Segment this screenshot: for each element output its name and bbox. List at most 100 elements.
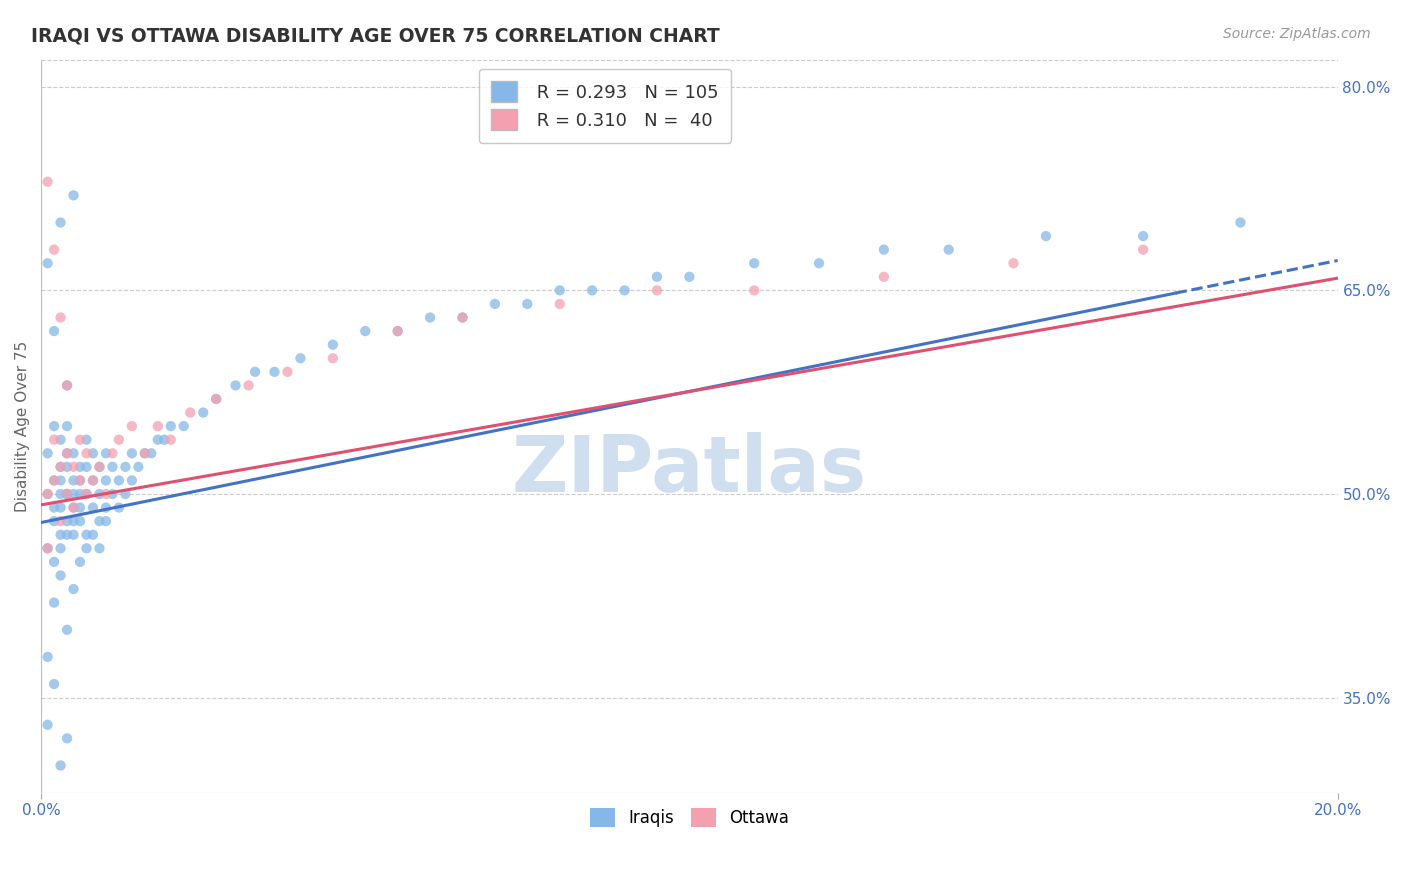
Point: [82, 474, 104, 488]
Point: [56, 459, 79, 474]
Point: [42, 243, 65, 257]
Point: [645, 284, 668, 298]
Point: [76, 541, 98, 556]
Point: [56, 527, 79, 541]
Point: [808, 256, 831, 270]
Point: [76, 433, 98, 447]
Point: [49, 459, 72, 474]
Point: [42, 419, 65, 434]
Point: [37, 541, 59, 556]
Point: [56, 378, 79, 392]
Point: [56, 731, 79, 746]
Point: [69, 433, 91, 447]
Point: [205, 392, 228, 406]
Point: [62, 500, 84, 515]
Point: [56, 487, 79, 501]
Point: [354, 324, 377, 338]
Point: [42, 433, 65, 447]
Point: [49, 758, 72, 772]
Point: [69, 474, 91, 488]
Point: [263, 365, 285, 379]
Point: [153, 433, 176, 447]
Point: [1132, 229, 1154, 244]
Point: [56, 419, 79, 434]
Point: [37, 487, 59, 501]
Legend: Iraqis, Ottawa: Iraqis, Ottawa: [582, 800, 797, 836]
Point: [82, 446, 104, 460]
Point: [49, 541, 72, 556]
Text: IRAQI VS OTTAWA DISABILITY AGE OVER 75 CORRELATION CHART: IRAQI VS OTTAWA DISABILITY AGE OVER 75 C…: [31, 27, 720, 45]
Point: [193, 406, 215, 420]
Point: [69, 555, 91, 569]
Point: [49, 459, 72, 474]
Point: [42, 500, 65, 515]
Point: [69, 487, 91, 501]
Point: [548, 297, 571, 311]
Point: [238, 378, 260, 392]
Point: [548, 284, 571, 298]
Point: [37, 487, 59, 501]
Point: [1002, 256, 1025, 270]
Point: [42, 514, 65, 528]
Text: ZIPatlas: ZIPatlas: [512, 432, 868, 508]
Text: Source: ZipAtlas.com: Source: ZipAtlas.com: [1223, 27, 1371, 41]
Point: [89, 459, 111, 474]
Point: [56, 487, 79, 501]
Point: [37, 541, 59, 556]
Point: [419, 310, 441, 325]
Point: [56, 487, 79, 501]
Point: [108, 433, 131, 447]
Point: [94, 446, 117, 460]
Point: [49, 487, 72, 501]
Point: [159, 433, 181, 447]
Point: [516, 297, 538, 311]
Point: [62, 582, 84, 596]
Point: [89, 541, 111, 556]
Point: [37, 718, 59, 732]
Point: [141, 446, 163, 460]
Point: [101, 446, 124, 460]
Point: [173, 419, 195, 434]
Point: [101, 487, 124, 501]
Point: [82, 500, 104, 515]
Point: [82, 474, 104, 488]
Point: [94, 474, 117, 488]
Point: [613, 284, 636, 298]
Point: [76, 487, 98, 501]
Point: [82, 527, 104, 541]
Point: [56, 446, 79, 460]
Point: [387, 324, 409, 338]
Point: [742, 256, 765, 270]
Point: [134, 446, 156, 460]
Point: [322, 337, 344, 351]
Point: [645, 269, 668, 284]
Point: [108, 474, 131, 488]
Point: [94, 500, 117, 515]
Point: [56, 378, 79, 392]
Point: [89, 514, 111, 528]
Point: [146, 433, 169, 447]
Point: [49, 215, 72, 229]
Point: [89, 487, 111, 501]
Point: [37, 175, 59, 189]
Point: [179, 406, 201, 420]
Point: [62, 500, 84, 515]
Point: [62, 514, 84, 528]
Point: [225, 378, 247, 392]
Point: [62, 474, 84, 488]
Point: [742, 284, 765, 298]
Point: [42, 555, 65, 569]
Point: [69, 474, 91, 488]
Point: [127, 459, 149, 474]
Point: [581, 284, 603, 298]
Point: [62, 446, 84, 460]
Point: [62, 459, 84, 474]
Point: [76, 459, 98, 474]
Point: [49, 568, 72, 582]
Point: [62, 188, 84, 202]
Point: [276, 365, 298, 379]
Point: [159, 419, 181, 434]
Point: [873, 269, 896, 284]
Point: [76, 446, 98, 460]
Point: [1132, 243, 1154, 257]
